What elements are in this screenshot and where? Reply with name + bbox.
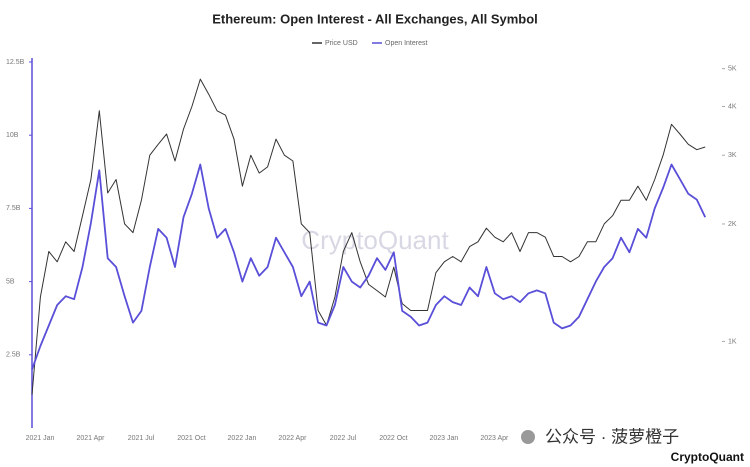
y-tick-label: 10B [6,132,19,139]
series-line [31,78,706,395]
x-tick-label: 2022 Apr [278,435,307,442]
x-tick-label: 2022 Jan [228,435,257,442]
x-tick-label: 2021 Jan [26,435,55,442]
y2-tick-label: 1K [728,338,737,345]
x-tick-label: 2021 Jul [128,435,155,442]
watermark: CryptoQuant [301,225,449,255]
overlay-text: 公众号 · 菠萝橙子 [545,427,679,446]
x-tick-label: 2022 Oct [379,435,407,442]
y-tick-label: 5B [6,278,15,285]
legend-label: Open Interest [385,40,427,47]
x-tick-label: 2021 Oct [177,435,205,442]
y-tick-label: 7.5B [6,205,21,212]
x-tick-label: 2023 Jan [429,435,458,442]
series-line [31,163,707,370]
y-tick-label: 12.5B [6,59,25,66]
x-tick-label: 2023 Apr [480,435,509,442]
overlay-bg [512,422,750,467]
y-tick-label: 2.5B [6,352,21,359]
y2-tick-label: 3K [728,152,737,159]
y2-tick-label: 5K [728,65,737,72]
x-tick-label: 2022 Jul [330,435,357,442]
y2-tick-label: 4K [728,103,737,110]
logo: CryptoQuant [671,450,744,464]
x-tick-label: 2021 Apr [76,435,105,442]
legend-label: Price USD [325,40,358,47]
y2-tick-label: 2K [728,221,737,228]
chart-title: Ethereum: Open Interest - All Exchanges,… [212,11,538,26]
overlay-icon [521,430,535,444]
